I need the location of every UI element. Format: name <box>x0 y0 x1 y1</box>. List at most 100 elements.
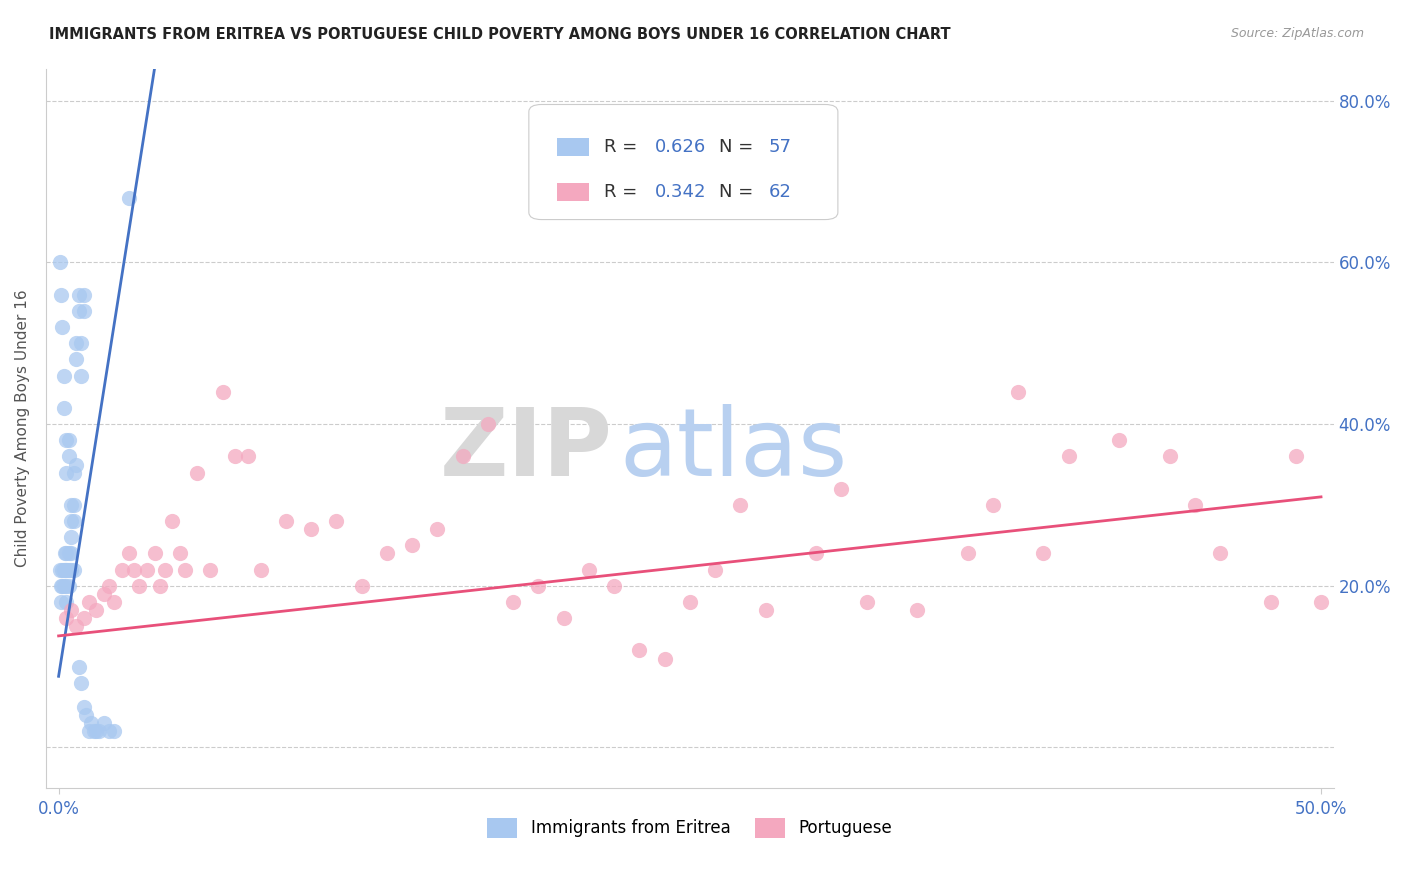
Text: N =: N = <box>720 183 759 202</box>
Y-axis label: Child Poverty Among Boys Under 16: Child Poverty Among Boys Under 16 <box>15 289 30 567</box>
Point <box>553 611 575 625</box>
Text: IMMIGRANTS FROM ERITREA VS PORTUGUESE CHILD POVERTY AMONG BOYS UNDER 16 CORRELAT: IMMIGRANTS FROM ERITREA VS PORTUGUESE CH… <box>49 27 950 42</box>
Point <box>160 514 183 528</box>
Text: ZIP: ZIP <box>440 404 613 496</box>
Point <box>80 716 103 731</box>
Point <box>375 546 398 560</box>
Point <box>1057 450 1080 464</box>
Point <box>1184 498 1206 512</box>
Point <box>67 288 90 302</box>
Point <box>224 450 246 464</box>
Text: Source: ZipAtlas.com: Source: ZipAtlas.com <box>1230 27 1364 40</box>
Point <box>55 546 77 560</box>
Point <box>956 546 979 560</box>
Point <box>55 595 77 609</box>
Point <box>55 579 77 593</box>
Point <box>153 563 176 577</box>
Point <box>55 434 77 448</box>
Point <box>93 716 115 731</box>
Point <box>58 546 80 560</box>
Point <box>730 498 752 512</box>
Point <box>1260 595 1282 609</box>
Point <box>477 417 499 431</box>
Point <box>60 498 83 512</box>
Point <box>103 724 125 739</box>
Point <box>98 579 121 593</box>
Point <box>86 603 108 617</box>
Point <box>186 466 208 480</box>
Point <box>65 336 87 351</box>
Point <box>51 579 73 593</box>
Legend: Immigrants from Eritrea, Portuguese: Immigrants from Eritrea, Portuguese <box>481 812 898 844</box>
Point <box>86 724 108 739</box>
Point <box>49 595 72 609</box>
Point <box>804 546 827 560</box>
FancyBboxPatch shape <box>557 138 589 156</box>
Point <box>111 563 134 577</box>
Point <box>169 546 191 560</box>
Text: R =: R = <box>603 138 643 156</box>
Point <box>103 595 125 609</box>
Point <box>70 336 93 351</box>
Point <box>77 724 100 739</box>
Point <box>325 514 347 528</box>
Point <box>1007 384 1029 399</box>
Point <box>55 563 77 577</box>
Point <box>60 530 83 544</box>
Text: 57: 57 <box>768 138 792 156</box>
Point <box>578 563 600 577</box>
Point <box>58 434 80 448</box>
Point <box>65 458 87 472</box>
Point <box>65 352 87 367</box>
Point <box>830 482 852 496</box>
Text: R =: R = <box>603 183 643 202</box>
Point <box>62 498 84 512</box>
Point <box>56 563 79 577</box>
Point <box>60 514 83 528</box>
Point <box>62 563 84 577</box>
Text: 62: 62 <box>768 183 792 202</box>
Point <box>55 466 77 480</box>
Point <box>93 587 115 601</box>
Point <box>198 563 221 577</box>
Point <box>236 450 259 464</box>
FancyBboxPatch shape <box>557 183 589 202</box>
Point <box>679 595 702 609</box>
Point <box>55 611 77 625</box>
Point <box>70 368 93 383</box>
Point <box>502 595 524 609</box>
Point <box>70 675 93 690</box>
Point <box>149 579 172 593</box>
Point <box>274 514 297 528</box>
Point <box>58 450 80 464</box>
Point <box>73 611 96 625</box>
Point <box>60 603 83 617</box>
Point <box>60 563 83 577</box>
Point <box>1310 595 1333 609</box>
FancyBboxPatch shape <box>529 104 838 219</box>
Point <box>60 546 83 560</box>
Point <box>75 708 97 723</box>
Point <box>211 384 233 399</box>
Point <box>124 563 146 577</box>
Point <box>1285 450 1308 464</box>
Point <box>350 579 373 593</box>
Point <box>65 619 87 633</box>
Point <box>426 522 449 536</box>
Point <box>1108 434 1130 448</box>
Point <box>58 579 80 593</box>
Point <box>77 595 100 609</box>
Point <box>1159 450 1181 464</box>
Point <box>53 546 76 560</box>
Point <box>654 651 676 665</box>
Point <box>52 401 75 415</box>
Point <box>62 466 84 480</box>
Point <box>249 563 271 577</box>
Point <box>128 579 150 593</box>
Point <box>754 603 776 617</box>
Point <box>83 724 105 739</box>
Point <box>451 450 474 464</box>
Point <box>67 304 90 318</box>
Point <box>52 563 75 577</box>
Point <box>73 700 96 714</box>
